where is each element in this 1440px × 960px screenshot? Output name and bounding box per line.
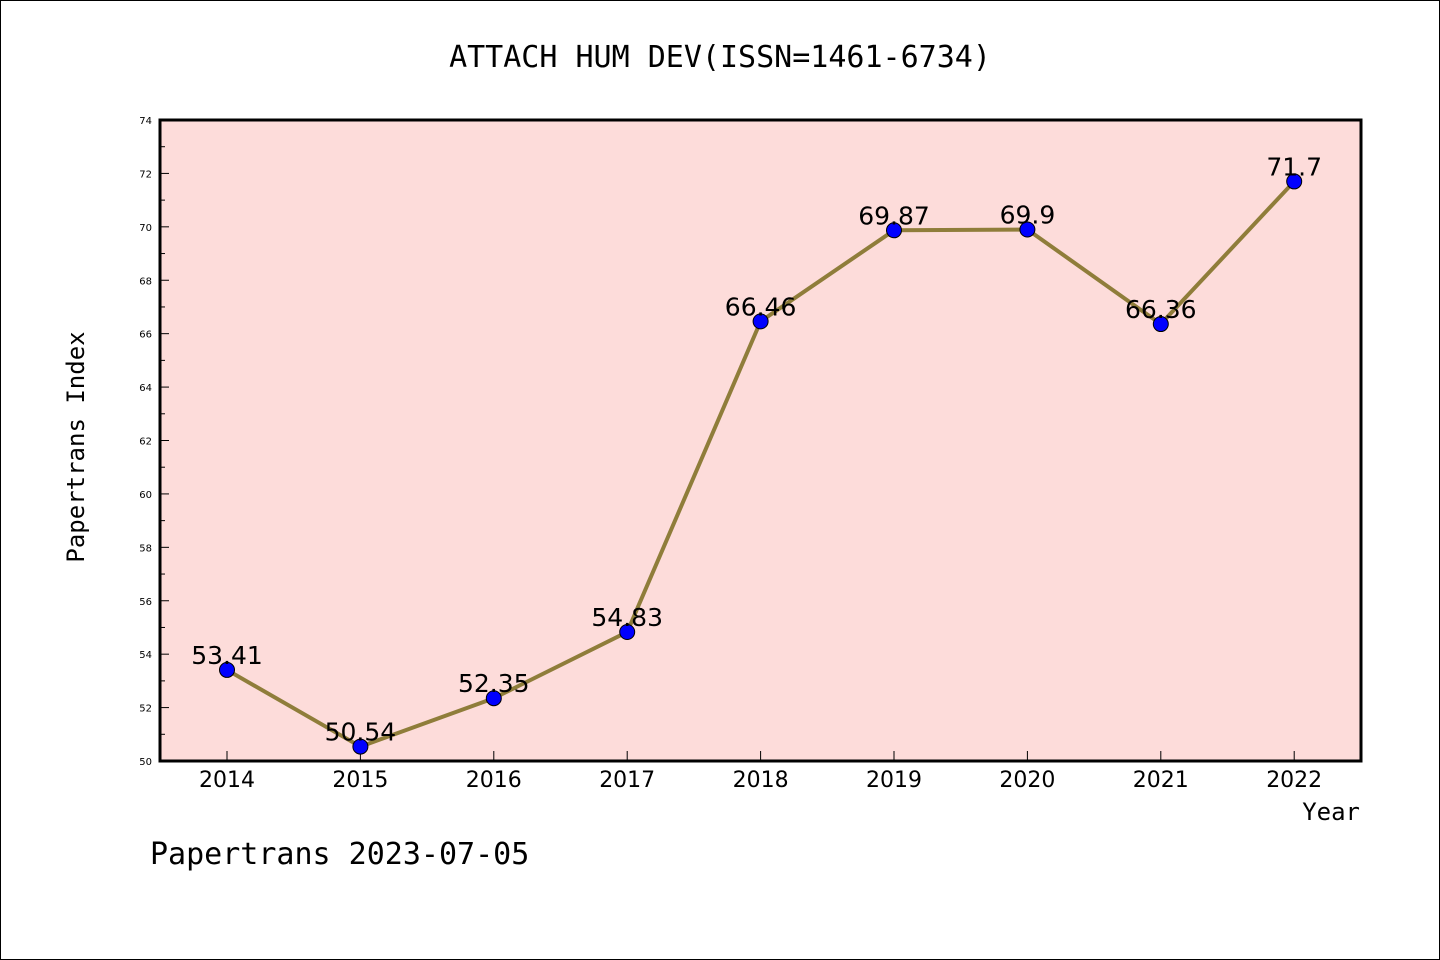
data-label-2020: 69.9 (1000, 201, 1056, 230)
data-label-2018: 66.46 (725, 292, 797, 321)
y-tick-label: 60 (139, 490, 152, 501)
y-tick-label: 70 (139, 223, 152, 234)
x-tick-label: 2017 (599, 768, 655, 793)
y-tick-label: 66 (139, 330, 152, 341)
data-label-2014: 53.41 (191, 641, 263, 670)
data-label-2017: 54.83 (591, 603, 663, 632)
x-tick-label: 2015 (332, 768, 388, 793)
data-label-2022: 71.7 (1266, 152, 1322, 181)
y-tick-label: 74 (139, 116, 152, 127)
y-tick-label: 62 (139, 437, 152, 448)
y-tick-label: 68 (139, 276, 152, 287)
data-point-2015 (352, 738, 369, 755)
x-tick-label: 2014 (199, 768, 255, 793)
y-tick-label: 52 (139, 704, 152, 715)
data-label-2015: 50.54 (325, 718, 397, 747)
data-point-2017 (619, 623, 636, 640)
y-tick-label: 64 (139, 383, 152, 394)
data-point-2014 (219, 661, 235, 678)
y-tick-label: 56 (139, 597, 152, 608)
y-tick-label: 72 (139, 169, 152, 180)
data-point-2019 (886, 222, 902, 239)
data-point-2022 (1286, 173, 1303, 190)
data-point-2018 (752, 313, 769, 330)
data-label-2016: 52.35 (458, 669, 530, 698)
y-tick-label: 54 (139, 650, 152, 661)
x-tick-label: 2016 (466, 768, 522, 793)
data-point-2016 (485, 690, 502, 707)
chart-title: ATTACH HUM DEV(ISSN=1461-6734) (449, 40, 991, 75)
data-point-2020 (1019, 221, 1036, 238)
x-tick-label: 2022 (1266, 768, 1322, 793)
x-axis: 2014 2015 2016 2017 2018 2019 2020 2021 2022 (199, 751, 1322, 793)
data-point-2021 (1152, 316, 1169, 333)
x-tick-label: 2018 (733, 768, 789, 793)
series-markers (219, 173, 1303, 755)
footer-credit: Papertrans 2023-07-05 (150, 837, 529, 872)
plot-area (158, 118, 1363, 763)
data-label-2019: 69.87 (858, 201, 930, 230)
y-tick-label: 50 (139, 757, 152, 768)
x-tick-label: 2021 (1133, 768, 1189, 793)
y-axis-label: Papertrans Index (62, 331, 90, 562)
y-tick-label: 58 (139, 543, 152, 554)
x-axis-label: Year (1302, 798, 1360, 826)
y-axis: 50 52 54 56 58 60 62 64 66 68 70 72 74 (139, 116, 169, 768)
data-labels: 53.41 50.54 52.35 54.83 66.46 69.87 69.9 66.36 7… (191, 152, 1322, 746)
x-tick-label: 2019 (866, 768, 922, 793)
data-label-2021: 66.36 (1125, 295, 1197, 324)
x-tick-label: 2020 (999, 768, 1055, 793)
